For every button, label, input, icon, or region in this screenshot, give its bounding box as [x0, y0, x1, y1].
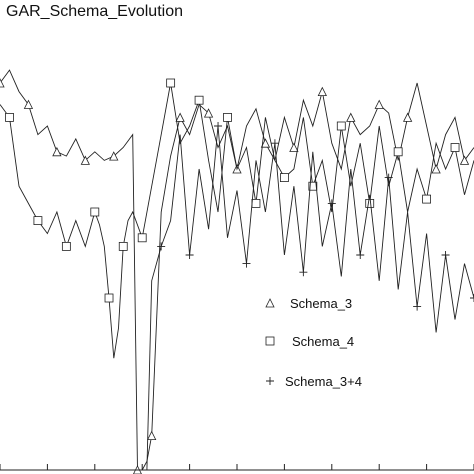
- data-point-schema-4: [308, 181, 318, 191]
- legend-label-schema-3: Schema_3: [290, 296, 352, 311]
- data-point-schema-4: [166, 78, 176, 88]
- data-point-schema-3: [0, 78, 5, 88]
- series-line-schema-3-4: [146, 125, 474, 471]
- data-point-schema-3-4: [185, 251, 194, 259]
- series-schema-3-4: [146, 122, 474, 471]
- data-point-schema-4: [104, 293, 114, 303]
- data-point-schema-3: [402, 112, 413, 122]
- data-point-schema-4: [61, 241, 71, 251]
- data-point-schema-4: [137, 233, 147, 243]
- data-point-schema-4: [279, 173, 289, 183]
- series-schema-4: [0, 78, 474, 359]
- data-point-schema-3: [317, 86, 327, 96]
- data-point-schema-3: [203, 108, 214, 118]
- data-point-schema-3-4: [327, 199, 336, 208]
- data-point-schema-3-4: [214, 122, 223, 130]
- data-point-schema-4: [365, 198, 375, 208]
- legend-label-schema-4: Schema_4: [292, 334, 354, 349]
- data-point-schema-3: [109, 151, 119, 161]
- data-point-schema-4: [336, 121, 346, 131]
- legend-marker-schema-4: [265, 336, 275, 346]
- chart-title: GAR_Schema_Evolution: [6, 3, 183, 20]
- data-point-schema-3: [23, 99, 34, 109]
- data-point-schema-3: [80, 155, 90, 165]
- data-point-schema-3: [52, 146, 62, 157]
- data-point-schema-3: [431, 164, 441, 174]
- data-point-schema-4: [33, 216, 43, 226]
- data-point-schema-3: [260, 138, 271, 148]
- data-point-schema-4: [450, 143, 460, 152]
- data-point-schema-3: [374, 99, 384, 109]
- data-point-schema-3-4: [299, 268, 308, 277]
- data-point-schema-3: [147, 430, 157, 441]
- legend-marker-schema-3-4: [266, 377, 274, 385]
- legend: Schema_3 Schema_4 Schema_3+4: [265, 296, 362, 389]
- data-point-schema-4: [422, 194, 432, 204]
- data-point-schema-3-4: [470, 294, 474, 302]
- data-point-schema-3-4: [157, 242, 166, 251]
- data-point-schema-4: [90, 207, 100, 217]
- data-point-schema-3: [459, 155, 470, 165]
- series-schema-3: [0, 69, 474, 474]
- data-point-schema-3-4: [270, 139, 279, 148]
- legend-label-schema-3-4: Schema_3+4: [285, 374, 362, 389]
- data-point-schema-3-4: [413, 302, 422, 311]
- plot-area: [0, 69, 474, 474]
- data-point-schema-3: [175, 112, 185, 122]
- data-point-schema-4: [393, 147, 403, 157]
- x-ticks: [0, 464, 474, 470]
- series-line-schema-4: [0, 82, 474, 359]
- data-point-schema-4: [194, 95, 204, 105]
- series-line-schema-3: [0, 69, 474, 471]
- legend-marker-schema-3: [265, 298, 275, 308]
- data-point-schema-4: [5, 113, 14, 122]
- data-point-schema-3-4: [441, 251, 450, 259]
- data-point-schema-3-4: [242, 259, 251, 268]
- data-point-schema-3-4: [356, 251, 365, 259]
- data-point-schema-4: [118, 241, 128, 251]
- data-point-schema-4: [251, 198, 261, 208]
- data-point-schema-3: [346, 112, 356, 122]
- data-point-schema-3-4: [384, 173, 393, 182]
- data-point-schema-4: [223, 113, 232, 122]
- data-point-schema-3: [289, 142, 299, 152]
